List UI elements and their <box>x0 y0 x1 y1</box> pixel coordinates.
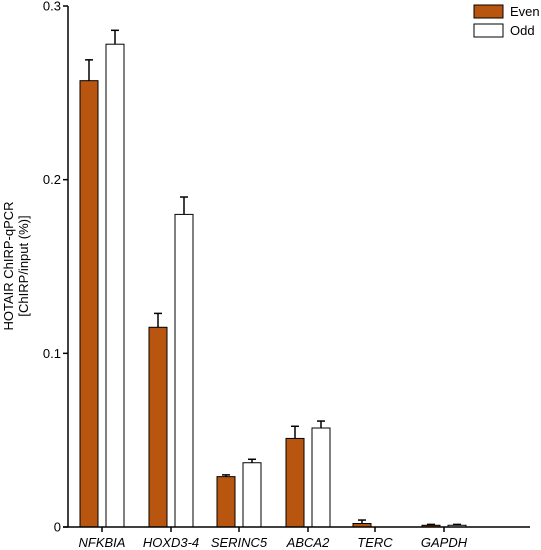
y-axis-title-line: [ChIRP/input (%)] <box>16 215 31 316</box>
bar-odd <box>174 213 194 528</box>
y-axis-title: HOTAIR ChIRP-qPCR[ChIRP/input (%)] <box>1 201 31 330</box>
legend-label-odd: Odd <box>510 23 535 38</box>
y-tick-label: 0.3 <box>43 0 61 14</box>
bar-even <box>79 80 99 528</box>
x-tick-label: SERINC5 <box>211 535 268 550</box>
legend-label-even: Even <box>510 4 540 19</box>
x-tick-label: GAPDH <box>421 535 468 550</box>
bar-odd <box>105 43 125 528</box>
legend: Even Odd <box>473 4 540 38</box>
legend-swatch-odd <box>473 23 504 38</box>
y-tick-label: 0 <box>54 520 61 535</box>
bar-odd <box>242 462 262 528</box>
bar-series-group <box>79 29 467 528</box>
y-axis-title-line: HOTAIR ChIRP-qPCR <box>1 201 16 330</box>
bar-even <box>148 326 168 528</box>
bar-odd <box>311 427 331 528</box>
bar-even <box>285 437 305 528</box>
x-tick-label: NFKBIA <box>79 535 126 550</box>
y-axis-title-text: HOTAIR ChIRP-qPCR[ChIRP/input (%)] <box>1 201 31 330</box>
x-axis: NFKBIA HOXD3-4 SERINC5 ABCA2 TERC GAPDH <box>63 526 530 550</box>
y-tick-label: 0.2 <box>43 172 61 187</box>
y-tick-label: 0.1 <box>43 346 61 361</box>
y-axis: 0 0.1 0.2 0.3 <box>43 0 69 535</box>
x-tick-label: ABCA2 <box>286 535 330 550</box>
x-tick-label: TERC <box>357 535 393 550</box>
bar-even <box>216 476 236 528</box>
x-tick-label: HOXD3-4 <box>143 535 199 550</box>
legend-swatch-even <box>473 4 504 19</box>
